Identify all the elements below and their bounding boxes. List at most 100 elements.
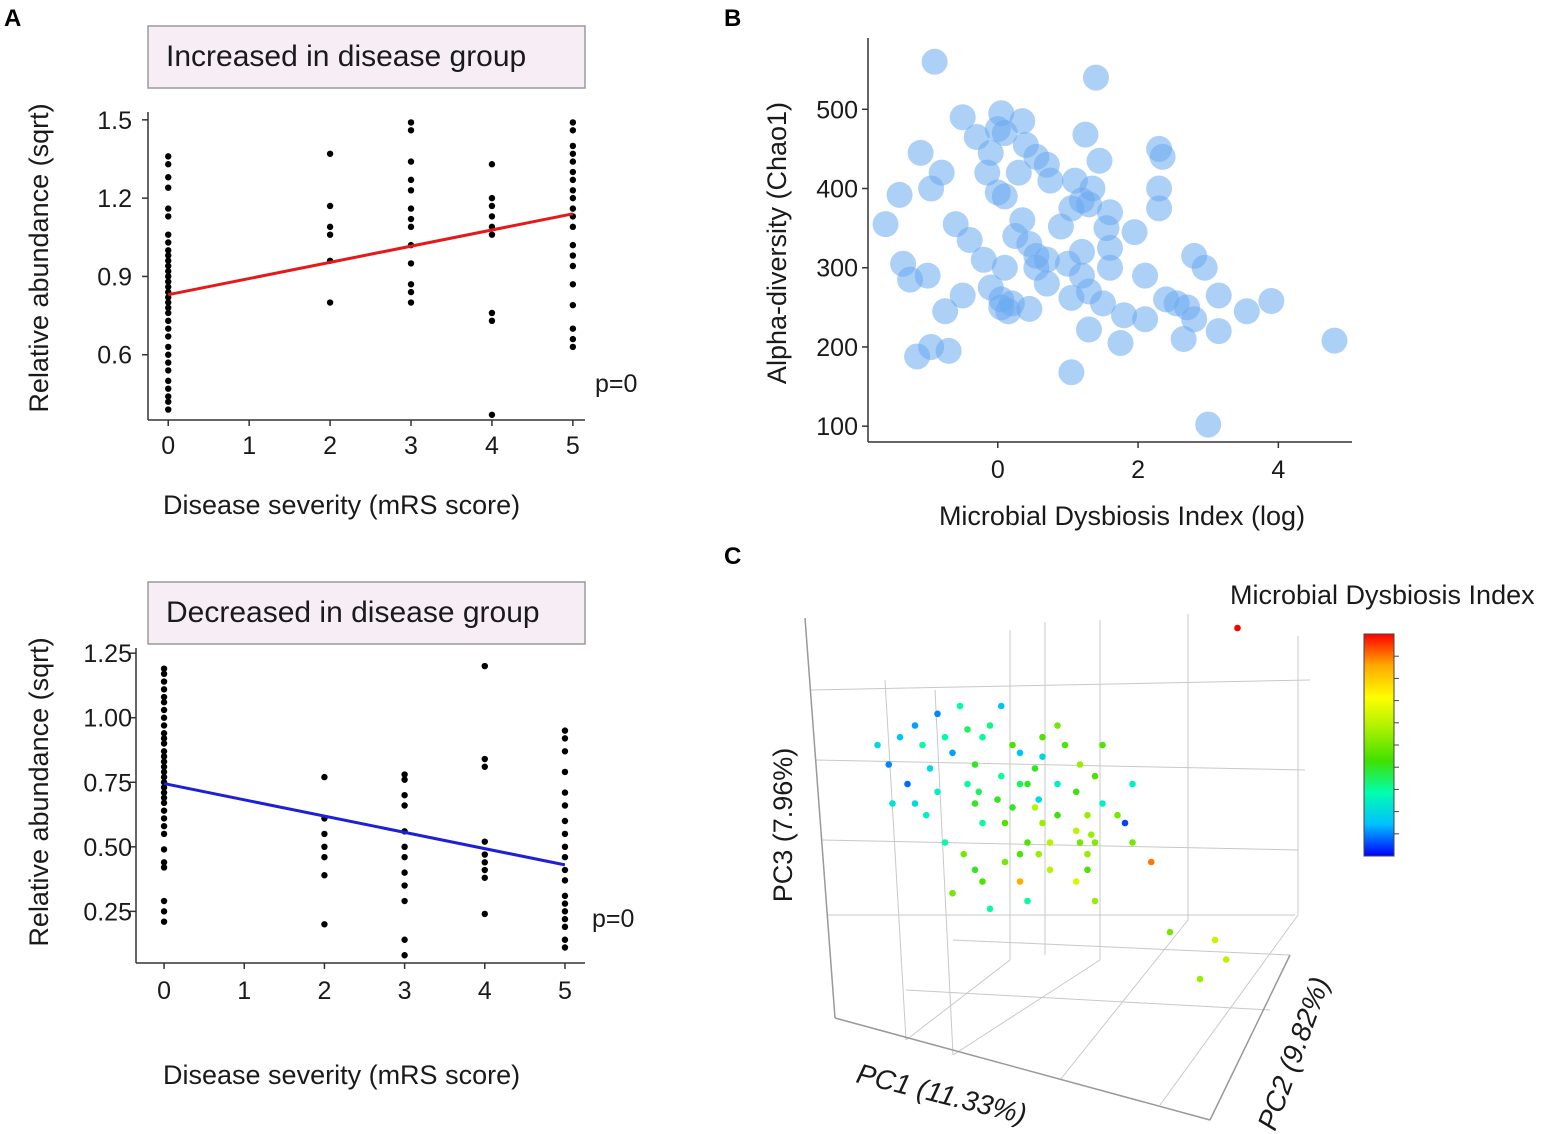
bubble-point xyxy=(904,343,931,370)
x-tick-label: 0 xyxy=(157,977,171,1005)
data-point xyxy=(165,239,172,246)
data-point xyxy=(165,393,172,400)
data-point xyxy=(165,205,172,212)
pca-point xyxy=(949,889,956,897)
data-point xyxy=(160,815,168,822)
data-point xyxy=(407,260,415,267)
pca-point xyxy=(1129,780,1136,788)
data-point xyxy=(561,843,569,851)
data-point xyxy=(165,304,172,311)
bubble-point xyxy=(1107,329,1134,356)
pca-point xyxy=(964,780,971,788)
pca-point xyxy=(979,878,986,885)
data-point xyxy=(488,317,496,325)
panel-letter-a: A xyxy=(4,5,21,32)
data-point xyxy=(165,268,172,275)
chart-c-ylabel: PC2 (9.82%) xyxy=(1252,973,1336,1134)
data-point xyxy=(407,281,415,288)
data-point xyxy=(160,753,168,760)
pca-point xyxy=(1024,897,1031,905)
data-point xyxy=(407,119,415,126)
data-point xyxy=(321,830,328,838)
bubble-point xyxy=(932,298,959,325)
pca-point xyxy=(1024,780,1031,788)
pca-point xyxy=(1054,722,1061,729)
data-point xyxy=(165,257,172,264)
bubble-point xyxy=(949,104,976,131)
bubble-point xyxy=(995,298,1022,325)
data-point xyxy=(561,908,569,915)
pca-point xyxy=(1084,866,1091,874)
pca-point xyxy=(971,866,979,874)
pca-point xyxy=(934,710,941,718)
pca-point xyxy=(922,811,930,819)
bubble-point xyxy=(1047,213,1074,240)
data-point xyxy=(569,241,577,249)
bubble-point xyxy=(921,48,948,75)
data-point xyxy=(160,822,168,830)
data-point xyxy=(561,866,569,874)
data-point xyxy=(407,215,415,223)
grid-line xyxy=(809,679,1311,691)
data-point xyxy=(160,722,168,729)
data-point xyxy=(165,309,172,317)
bubble-point xyxy=(949,282,976,309)
data-point xyxy=(160,665,168,672)
data-point xyxy=(326,150,334,157)
data-point xyxy=(561,748,569,755)
data-point xyxy=(569,176,577,184)
data-point xyxy=(160,768,168,776)
pca-point xyxy=(1024,839,1031,846)
data-point xyxy=(407,223,415,231)
data-point xyxy=(561,892,569,900)
data-point xyxy=(407,299,415,306)
data-point xyxy=(165,153,172,160)
data-point xyxy=(488,202,496,210)
bubble-point xyxy=(991,254,1018,281)
data-point xyxy=(561,900,569,907)
y-tick-label: 0.6 xyxy=(97,342,132,370)
pca-point xyxy=(1009,741,1016,749)
y-tick-label: 300 xyxy=(816,255,858,283)
pca-point xyxy=(1016,850,1024,858)
x-tick-label: 1 xyxy=(242,432,256,460)
grid-line xyxy=(814,759,1306,771)
x-axis-line xyxy=(834,1017,1211,1121)
chart-a-bottom-ylabel: Relative abundance (sqrt) xyxy=(24,637,54,946)
data-point xyxy=(165,283,172,291)
data-point xyxy=(569,187,577,194)
x-tick-label: 1 xyxy=(237,977,251,1005)
data-point xyxy=(401,853,408,861)
data-point xyxy=(326,231,334,238)
bubble-point xyxy=(1005,159,1032,186)
data-point xyxy=(481,662,488,670)
data-point xyxy=(407,127,415,134)
y-tick-label: 0.25 xyxy=(83,898,132,926)
bubble-point xyxy=(1205,282,1232,309)
data-point xyxy=(569,223,577,231)
data-point xyxy=(569,252,577,259)
grid-line xyxy=(952,939,1291,956)
bubble-point xyxy=(1016,295,1043,322)
data-point xyxy=(165,333,172,340)
chart-a-top-xlabel: Disease severity (mRS score) xyxy=(163,490,520,520)
data-point xyxy=(561,830,569,838)
data-point xyxy=(407,205,415,212)
y-tick-label: 0.75 xyxy=(83,769,132,797)
chart-a-bottom-xlabel: Disease severity (mRS score) xyxy=(163,1060,520,1090)
title-box-top xyxy=(147,25,586,89)
data-point xyxy=(160,784,168,791)
bubble-point xyxy=(1321,327,1348,354)
data-point xyxy=(488,309,496,317)
data-point xyxy=(160,794,168,801)
y-tick-label: 1.25 xyxy=(83,640,132,668)
pca-point xyxy=(979,819,986,827)
panel-letter-c: C xyxy=(724,543,741,570)
data-point xyxy=(165,351,172,358)
data-point xyxy=(165,231,172,238)
data-point xyxy=(561,936,569,943)
x-tick-label: 0 xyxy=(991,456,1005,484)
data-point xyxy=(488,411,496,418)
pca-point xyxy=(1084,850,1091,858)
data-point xyxy=(569,150,577,157)
